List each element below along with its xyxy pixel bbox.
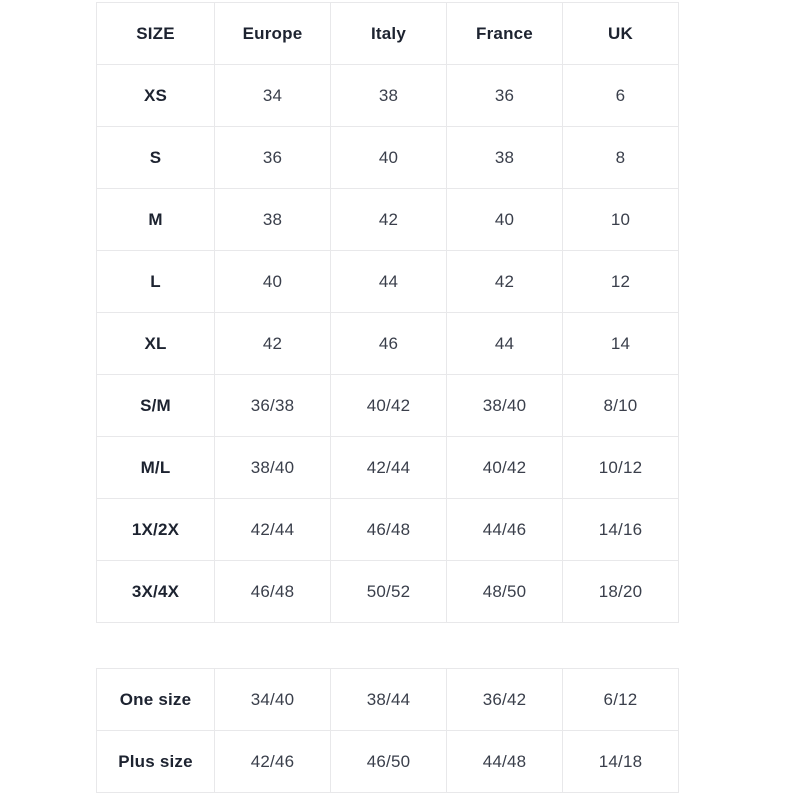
cell-uk: 8 [562,126,679,189]
cell-france: 44 [446,312,563,375]
table-row: S 36 40 38 8 [96,126,679,189]
row-label: S/M [96,374,215,437]
cell-italy: 40 [330,126,447,189]
row-label: Plus size [96,730,215,793]
cell-uk: 14/18 [562,730,679,793]
cell-italy: 38/44 [330,668,447,731]
cell-france: 40/42 [446,436,563,499]
cell-uk: 10 [562,188,679,251]
cell-uk: 8/10 [562,374,679,437]
column-header-uk: UK [562,2,679,65]
cell-uk: 6/12 [562,668,679,731]
cell-france: 38 [446,126,563,189]
cell-france: 36 [446,64,563,127]
table-row: M/L 38/40 42/44 40/42 10/12 [96,436,679,499]
table-row: XL 42 46 44 14 [96,312,679,375]
row-label: S [96,126,215,189]
cell-france: 38/40 [446,374,563,437]
row-label: XS [96,64,215,127]
cell-italy: 42 [330,188,447,251]
cell-europe: 40 [214,250,331,313]
cell-uk: 12 [562,250,679,313]
cell-uk: 6 [562,64,679,127]
row-label: L [96,250,215,313]
row-label: 1X/2X [96,498,215,561]
cell-europe: 42 [214,312,331,375]
row-label: XL [96,312,215,375]
cell-italy: 38 [330,64,447,127]
cell-italy: 46/50 [330,730,447,793]
table-row: L 40 44 42 12 [96,250,679,313]
cell-italy: 44 [330,250,447,313]
cell-uk: 14 [562,312,679,375]
column-header-france: France [446,2,563,65]
cell-italy: 40/42 [330,374,447,437]
table-row: 3X/4X 46/48 50/52 48/50 18/20 [96,560,679,623]
table-body: One size 34/40 38/44 36/42 6/12 Plus siz… [96,668,679,793]
cell-europe: 38/40 [214,436,331,499]
table-row: XS 34 38 36 6 [96,64,679,127]
cell-italy: 46/48 [330,498,447,561]
cell-europe: 46/48 [214,560,331,623]
one-size-conversion-table: One size 34/40 38/44 36/42 6/12 Plus siz… [96,668,679,793]
cell-europe: 42/44 [214,498,331,561]
cell-italy: 46 [330,312,447,375]
cell-europe: 34 [214,64,331,127]
cell-europe: 42/46 [214,730,331,793]
row-label: One size [96,668,215,731]
table-row: 1X/2X 42/44 46/48 44/46 14/16 [96,498,679,561]
column-header-size: SIZE [96,2,215,65]
cell-france: 40 [446,188,563,251]
cell-europe: 38 [214,188,331,251]
cell-italy: 50/52 [330,560,447,623]
cell-uk: 14/16 [562,498,679,561]
cell-france: 42 [446,250,563,313]
table-row: M 38 42 40 10 [96,188,679,251]
column-header-italy: Italy [330,2,447,65]
table-header: SIZE Europe Italy France UK [96,2,679,65]
row-label: 3X/4X [96,560,215,623]
cell-france: 48/50 [446,560,563,623]
table-row: One size 34/40 38/44 36/42 6/12 [96,668,679,731]
table-header-row: SIZE Europe Italy France UK [96,2,679,65]
cell-italy: 42/44 [330,436,447,499]
cell-uk: 10/12 [562,436,679,499]
cell-europe: 34/40 [214,668,331,731]
row-label: M/L [96,436,215,499]
size-conversion-table: SIZE Europe Italy France UK XS 34 38 36 … [96,2,679,623]
table-row: S/M 36/38 40/42 38/40 8/10 [96,374,679,437]
cell-france: 44/48 [446,730,563,793]
column-header-europe: Europe [214,2,331,65]
table-body: XS 34 38 36 6 S 36 40 38 8 M 38 42 40 10 [96,64,679,623]
row-label: M [96,188,215,251]
table-row: Plus size 42/46 46/50 44/48 14/18 [96,730,679,793]
cell-france: 36/42 [446,668,563,731]
cell-france: 44/46 [446,498,563,561]
cell-europe: 36/38 [214,374,331,437]
cell-europe: 36 [214,126,331,189]
cell-uk: 18/20 [562,560,679,623]
